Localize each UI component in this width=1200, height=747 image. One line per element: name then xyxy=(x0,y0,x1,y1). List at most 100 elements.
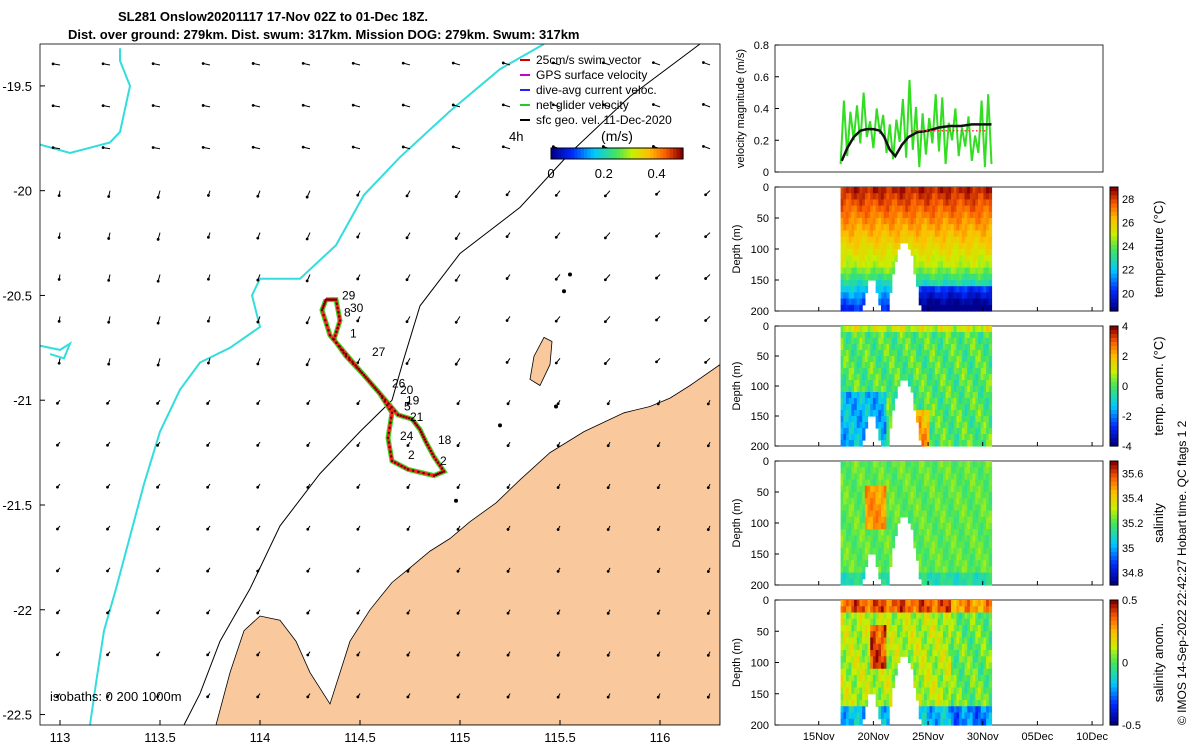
temperature-cell xyxy=(916,261,920,269)
temperature-cell xyxy=(856,280,861,287)
salinity-cell xyxy=(980,498,984,505)
sal_anom-cell xyxy=(934,625,939,632)
temperature-cell xyxy=(983,261,987,269)
salinity-cell xyxy=(921,516,925,524)
sal_anom-cell xyxy=(856,675,861,682)
salinity-cell xyxy=(932,578,936,586)
salinity-cell xyxy=(942,578,947,586)
temperature-cell xyxy=(942,267,947,275)
temperature-cell xyxy=(972,249,976,256)
temp_anom-cell xyxy=(967,416,971,423)
temperature-cell xyxy=(969,218,974,225)
sal_anom-cell xyxy=(918,675,923,682)
temp_anom-cell xyxy=(964,332,968,339)
temperature-cell xyxy=(937,292,941,300)
sal_anom-cell xyxy=(910,612,914,620)
salinity-cell xyxy=(967,516,971,524)
temp_anom-cell xyxy=(921,344,925,351)
sal_anom-cell xyxy=(854,712,858,720)
salinity-cell xyxy=(875,529,879,536)
temperature-cell xyxy=(959,193,963,200)
temp_anom-cell xyxy=(956,356,960,363)
temp_anom-cell xyxy=(956,416,960,423)
temperature-cell xyxy=(961,242,966,250)
temp_anom-cell xyxy=(969,350,974,357)
sal_anom-cell xyxy=(967,687,971,695)
temperature-cell xyxy=(913,261,917,269)
geo-vel-arrow-head xyxy=(551,145,555,149)
temperature-cell xyxy=(988,249,993,256)
salinity-cell xyxy=(924,461,928,468)
temperature-cell xyxy=(945,286,949,293)
temp_anom-cell xyxy=(886,440,890,447)
salinity-cell xyxy=(942,461,947,468)
temp_anom-cell xyxy=(975,368,979,375)
salinity-cell xyxy=(988,479,993,487)
sal_anom-cell xyxy=(953,612,958,620)
temperature-cell xyxy=(924,298,928,306)
temp_anom-cell xyxy=(867,326,871,333)
salinity-cell xyxy=(964,541,968,549)
temperature-cell xyxy=(945,267,949,275)
temperature-cell xyxy=(864,255,869,262)
temperature-cell xyxy=(937,230,941,238)
track-dot xyxy=(400,464,403,468)
salinity-cell xyxy=(897,504,901,512)
temperature-cell xyxy=(870,236,874,244)
sal_anom-cell xyxy=(883,687,888,695)
sal_anom-colorbar-cell xyxy=(1110,691,1118,697)
temp_anom-cell xyxy=(891,350,896,357)
temp_anom-cell xyxy=(883,428,888,435)
salinity-cell xyxy=(905,504,909,512)
salinity-cell xyxy=(986,554,990,561)
salinity-cell xyxy=(889,560,893,567)
sal_anom-cell xyxy=(886,612,890,620)
salinity-cell xyxy=(856,467,861,474)
temperature-cell xyxy=(929,205,933,213)
temp_anom-cell xyxy=(840,428,844,435)
sal_anom-cell xyxy=(883,618,888,626)
temp_anom-cell xyxy=(978,350,982,357)
temp_anom-cell xyxy=(942,332,947,339)
temperature-cell xyxy=(916,199,920,207)
salinity-cell xyxy=(978,473,982,481)
temperature-colorbar-cell xyxy=(1110,257,1118,262)
salinity-cell xyxy=(894,467,898,474)
temp_anom-cell xyxy=(961,362,966,369)
salinity-cell xyxy=(848,516,852,524)
temperature-cell xyxy=(845,224,850,231)
geo-vel-arrow-head xyxy=(551,103,555,107)
temp_anom-cell xyxy=(986,338,990,345)
temp_anom-cell xyxy=(921,380,925,387)
sal_anom-cell xyxy=(905,631,909,639)
sal_anom-cell xyxy=(926,681,931,689)
salinity-cell xyxy=(964,461,968,468)
salinity-cell xyxy=(921,461,925,468)
temp_anom-cell xyxy=(862,416,866,423)
temp_anom-cell xyxy=(840,344,844,351)
temp_anom-cell xyxy=(959,386,963,393)
temp_anom-cell xyxy=(910,356,914,363)
sal_anom-cell xyxy=(940,643,944,651)
temp_anom-cell xyxy=(924,386,928,393)
sal_anom-cell xyxy=(988,706,993,714)
temperature-colorbar-cell xyxy=(1110,224,1118,229)
salinity-cell xyxy=(905,492,909,499)
salinity-cell xyxy=(856,578,861,586)
sal_anom-cell xyxy=(951,706,955,714)
geo-vel-arrow-head xyxy=(51,104,55,108)
temperature-cell xyxy=(886,193,890,200)
geo-vel-arrow-head xyxy=(156,485,159,489)
sal_anom-cell xyxy=(881,600,885,607)
temperature-cell xyxy=(843,230,847,238)
salinity-cell xyxy=(845,461,850,468)
sal_anom-cell xyxy=(975,612,979,620)
temp_anom-cell xyxy=(875,416,879,423)
temp_anom-cell xyxy=(972,398,976,405)
temp_anom-cell xyxy=(867,392,871,399)
sal_anom-cell xyxy=(875,687,879,695)
sal_anom-cell xyxy=(932,681,936,689)
sal_anom-cell xyxy=(867,681,871,689)
temp_anom-cell xyxy=(902,362,906,369)
sal_anom-cell xyxy=(959,662,963,670)
